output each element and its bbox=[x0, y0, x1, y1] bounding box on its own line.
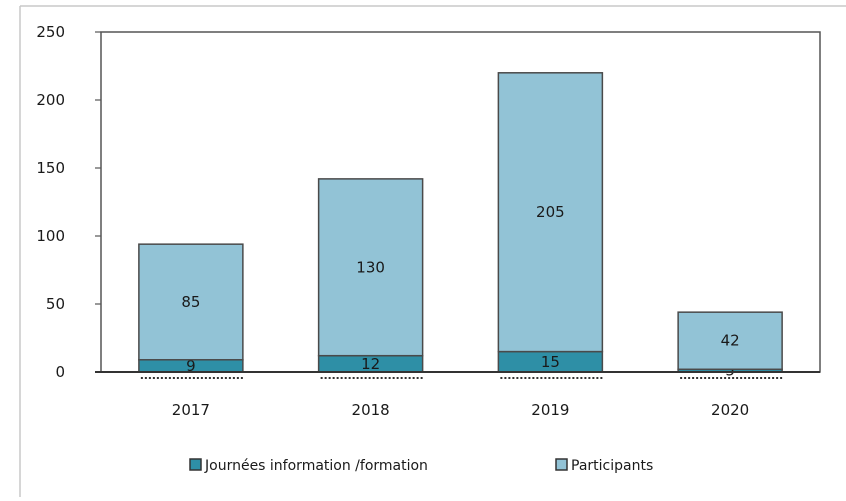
data-label: 15 bbox=[541, 353, 560, 371]
y-tick-label: 200 bbox=[36, 91, 65, 109]
bar-participants-2019 bbox=[497, 72, 604, 353]
x-tick-label: 2019 bbox=[531, 401, 569, 419]
data-label: 85 bbox=[181, 293, 200, 311]
bar-participants-2018 bbox=[317, 178, 424, 357]
x-tick-label: 2018 bbox=[352, 401, 390, 419]
data-label: 42 bbox=[721, 332, 740, 350]
y-tick-label: 0 bbox=[55, 363, 65, 381]
legend-label: Participants bbox=[571, 458, 653, 474]
data-label: 130 bbox=[356, 258, 385, 276]
y-tick-label: 100 bbox=[36, 227, 65, 245]
y-tick-label: 150 bbox=[36, 159, 65, 177]
y-tick-label: 250 bbox=[36, 23, 65, 41]
x-tick-label: 2020 bbox=[711, 401, 749, 419]
data-label: 205 bbox=[536, 203, 565, 221]
legend: Journées information /formation Participa… bbox=[189, 458, 653, 474]
data-label: 12 bbox=[361, 355, 380, 373]
legend-label: Journées information /formation bbox=[204, 458, 428, 474]
legend-swatch bbox=[189, 458, 202, 471]
x-tick-label: 2017 bbox=[172, 401, 210, 419]
bar-participants-2020 bbox=[677, 311, 783, 371]
legend-swatch bbox=[555, 458, 568, 471]
bars: 9 85 12 130 15 205 5 42 bbox=[138, 72, 785, 380]
data-label: 9 bbox=[186, 357, 196, 375]
y-axis: 0 50 100 150 200 250 bbox=[36, 23, 101, 381]
y-tick-label: 50 bbox=[46, 295, 65, 313]
data-label: 5 bbox=[725, 362, 735, 380]
bar-participants-2017 bbox=[138, 243, 244, 361]
x-axis: 2017 2018 2019 2020 bbox=[95, 371, 820, 419]
